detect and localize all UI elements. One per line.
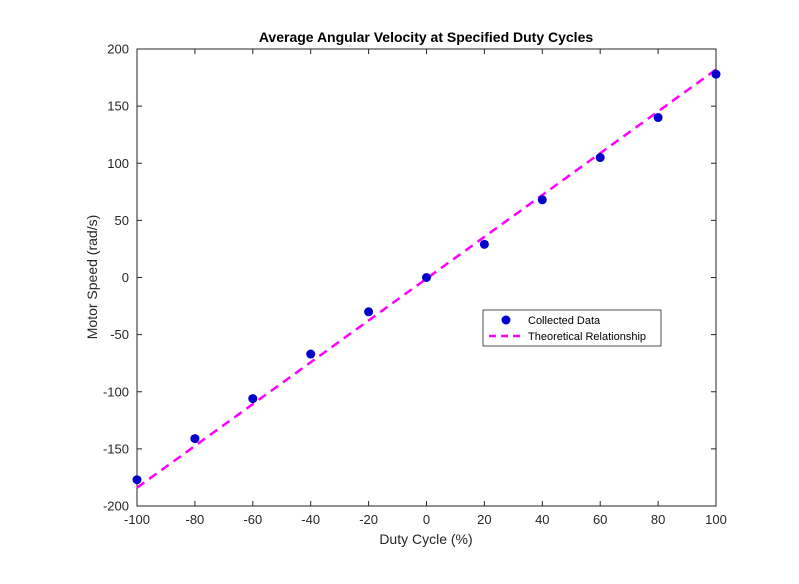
x-tick-label: 80 [651, 512, 665, 527]
y-axis-label: Motor Speed (rad/s) [84, 215, 100, 340]
y-tick-label: 200 [107, 42, 129, 57]
x-tick-label: -20 [359, 512, 378, 527]
x-tick-label: 100 [705, 512, 727, 527]
x-axis-label: Duty Cycle (%) [379, 531, 472, 547]
y-axis-ticks: -200 -150 -100 -50 0 50 100 150 200 [103, 42, 716, 514]
legend: Collected Data Theoretical Relationship [482, 309, 662, 347]
legend-marker-collected-data [501, 315, 511, 325]
y-tick-label: -100 [103, 384, 129, 399]
collected-data-point [595, 153, 605, 163]
x-tick-label: -60 [243, 512, 262, 527]
legend-box [482, 309, 662, 347]
x-tick-label: -100 [124, 512, 150, 527]
x-tick-label: 0 [423, 512, 430, 527]
y-tick-label: 50 [115, 213, 129, 228]
x-tick-label: -40 [301, 512, 320, 527]
y-tick-label: 150 [107, 99, 129, 114]
y-tick-label: -50 [110, 327, 129, 342]
collected-data-point [537, 195, 547, 205]
collected-data-point [653, 113, 663, 123]
collected-data-point [248, 394, 258, 404]
collected-data-point [306, 349, 316, 359]
y-tick-label: -200 [103, 499, 129, 514]
collected-data-point [479, 239, 489, 249]
collected-data-point [422, 273, 431, 282]
data-series [132, 68, 721, 489]
y-tick-label: 100 [107, 156, 129, 171]
x-tick-label: 40 [535, 512, 549, 527]
x-axis-ticks: -100 -80 -60 -40 -20 0 20 40 60 80 100 [124, 49, 727, 527]
x-tick-label: 20 [477, 512, 491, 527]
y-tick-label: -150 [103, 441, 129, 456]
collected-data-point [132, 475, 142, 485]
legend-label-theoretical: Theoretical Relationship [528, 331, 646, 343]
y-tick-label: 0 [122, 270, 129, 285]
x-tick-label: 60 [593, 512, 607, 527]
collected-data-point [711, 69, 721, 79]
chart-title: Average Angular Velocity at Specified Du… [259, 29, 594, 45]
legend-label-collected-data: Collected Data [528, 315, 601, 327]
x-tick-label: -80 [186, 512, 205, 527]
collected-data-point [364, 307, 374, 317]
collected-data-point [190, 434, 200, 444]
